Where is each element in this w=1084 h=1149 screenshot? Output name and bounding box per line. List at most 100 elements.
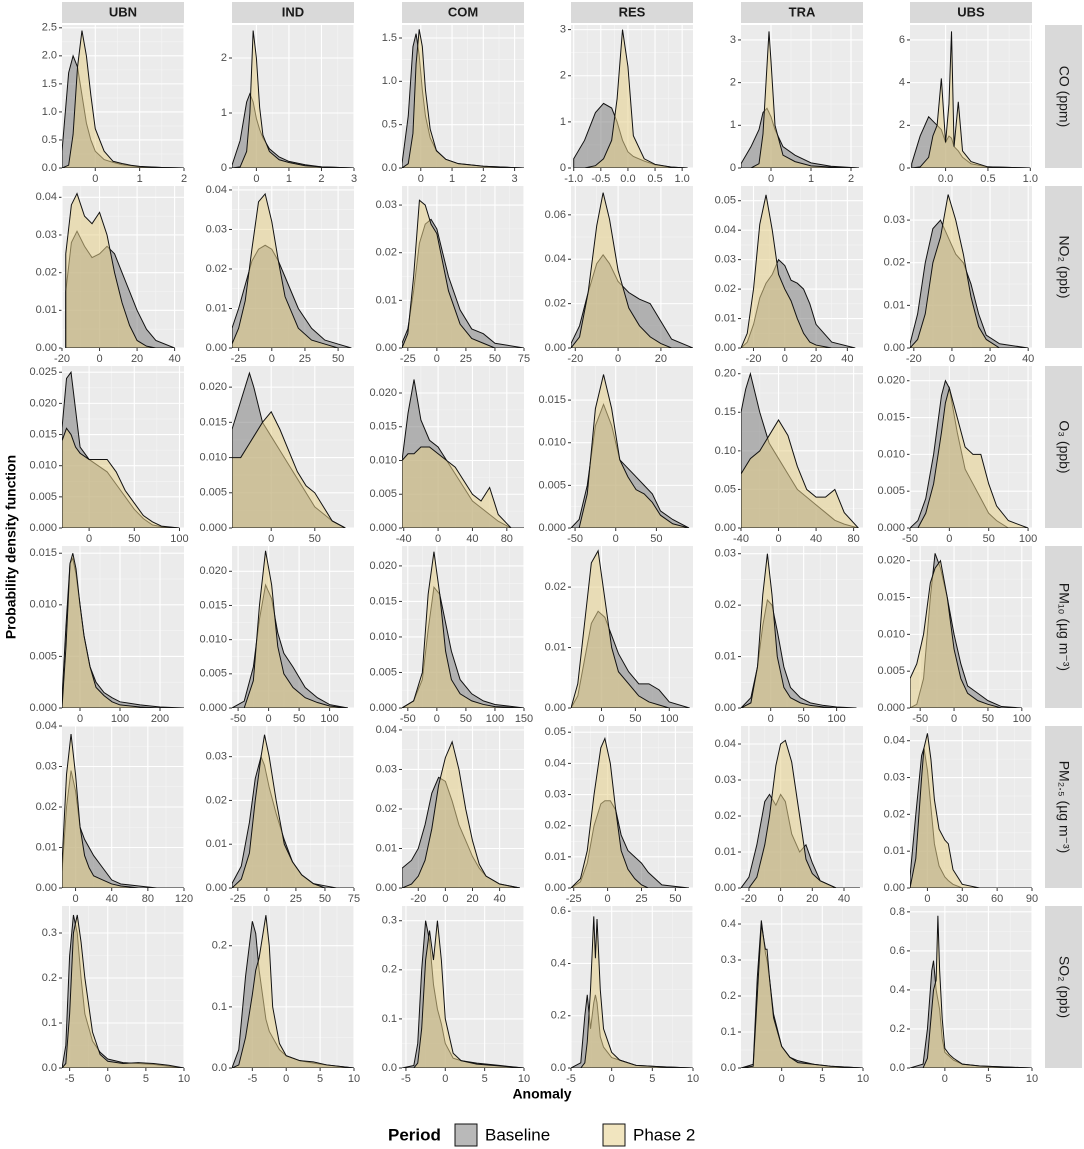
y-tick-label: 0.02 <box>545 581 566 593</box>
density-area <box>232 30 354 168</box>
x-tick-label: 0 <box>86 533 92 545</box>
x-tick-label: 100 <box>170 533 188 545</box>
y-tick-label: 0.06 <box>545 209 566 221</box>
x-tick-label: 0 <box>77 713 83 725</box>
y-tick-label: 0.02 <box>36 801 57 813</box>
y-tick-label: 0.5 <box>42 134 57 146</box>
x-tick-label: 0 <box>418 173 424 185</box>
x-tick-label: 0 <box>435 533 441 545</box>
x-tick-label: 20 <box>655 353 667 365</box>
y-tick-label: 0.005 <box>538 479 566 491</box>
x-tick-label: 1.0 <box>1023 173 1038 185</box>
y-tick-label: 0.03 <box>715 774 736 786</box>
y-tick-label: 0.00 <box>715 342 736 354</box>
x-tick-label: 0 <box>268 533 274 545</box>
y-tick-label: 0.03 <box>376 763 397 775</box>
density-area <box>910 559 1022 708</box>
y-tick-label: 0.015 <box>369 595 397 607</box>
legend-label: Phase 2 <box>633 1125 695 1144</box>
y-tick-label: 0.01 <box>376 842 397 854</box>
y-tick-label: 0.02 <box>715 810 736 822</box>
x-tick-label: 10 <box>178 1073 190 1085</box>
y-tick-label: 0.02 <box>376 247 397 259</box>
y-tick-label: 0.03 <box>884 771 905 783</box>
x-tick-label: 0 <box>609 1073 615 1085</box>
x-tick-label: 5 <box>985 1073 991 1085</box>
y-tick-label: 0.00 <box>376 882 397 894</box>
y-tick-label: 0.1 <box>42 1017 57 1029</box>
y-tick-label: 0.020 <box>369 387 397 399</box>
x-tick-label: 0 <box>269 353 275 365</box>
density-area <box>232 734 354 888</box>
y-tick-label: 0.3 <box>721 954 736 966</box>
y-tick-label: 0.04 <box>545 757 566 769</box>
x-tick-label: 0 <box>782 353 788 365</box>
y-tick-label: 1.0 <box>42 106 57 118</box>
x-tick-label: 100 <box>111 713 129 725</box>
y-tick-label: 0.00 <box>545 882 566 894</box>
y-tick-label: 0.2 <box>890 1023 905 1035</box>
y-tick-label: 0.4 <box>551 957 566 969</box>
density-area <box>402 551 524 708</box>
x-tick-label: 0 <box>434 713 440 725</box>
x-tick-label: 5 <box>482 1073 488 1085</box>
y-tick-label: 0.0 <box>42 162 57 174</box>
x-tick-label: -25 <box>566 893 582 905</box>
y-tick-label: 0.02 <box>545 298 566 310</box>
y-tick-label: 0.02 <box>376 803 397 815</box>
y-tick-label: 0.005 <box>369 666 397 678</box>
y-tick-label: 0.015 <box>538 394 566 406</box>
y-tick-label: 0.10 <box>715 445 736 457</box>
y-tick-label: 0.00 <box>884 342 905 354</box>
y-tick-label: 0.0 <box>551 1062 566 1074</box>
x-tick-label: 50 <box>128 533 140 545</box>
row-label: SO₂ (ppb) <box>1056 956 1072 1018</box>
y-tick-label: 0.020 <box>199 381 227 393</box>
x-tick-label: 20 <box>984 353 996 365</box>
y-tick-label: 0.02 <box>884 808 905 820</box>
x-tick-label: 50 <box>982 713 994 725</box>
density-area <box>402 29 524 168</box>
column-strip <box>62 2 184 23</box>
density-area <box>741 553 857 708</box>
y-tick-label: 0.04 <box>376 724 397 736</box>
column-label: RES <box>619 4 646 19</box>
y-tick-label: 1 <box>730 119 736 131</box>
x-tick-label: 50 <box>629 713 641 725</box>
row-label: PM₂.₅ (µg m⁻³) <box>1056 761 1072 854</box>
x-tick-label: 10 <box>687 1073 699 1085</box>
y-tick-label: 0.00 <box>884 882 905 894</box>
x-tick-label: 40 <box>106 893 118 905</box>
x-tick-label: 0 <box>768 713 774 725</box>
y-tick-label: 2 <box>730 77 736 89</box>
y-tick-label: 0.04 <box>545 253 566 265</box>
y-tick-label: 0.03 <box>715 548 736 560</box>
x-tick-label: -5 <box>65 1073 75 1085</box>
x-tick-label: -20 <box>567 353 583 365</box>
x-tick-label: 0 <box>283 1073 289 1085</box>
y-tick-label: 0.2 <box>721 990 736 1002</box>
y-tick-label: 0.015 <box>877 591 905 603</box>
y-tick-label: 2 <box>560 70 566 82</box>
y-tick-label: 0.00 <box>206 342 227 354</box>
row-label: NO₂ (ppb) <box>1056 235 1072 298</box>
x-tick-label: 25 <box>299 353 311 365</box>
density-area <box>402 446 524 528</box>
column-strip <box>402 2 524 23</box>
y-tick-label: 0.01 <box>715 650 736 662</box>
y-tick-label: 0.00 <box>36 882 57 894</box>
y-tick-label: 3 <box>730 34 736 46</box>
x-tick-label: 25 <box>460 353 472 365</box>
density-area <box>741 419 859 528</box>
density-area <box>62 734 184 888</box>
y-tick-label: 0.1 <box>721 1026 736 1038</box>
density-area <box>402 740 521 888</box>
x-tick-label: 100 <box>486 713 504 725</box>
y-tick-label: 0.000 <box>369 522 397 534</box>
y-tick-label: 0.03 <box>376 199 397 211</box>
x-tick-label: 100 <box>1019 533 1037 545</box>
column-strip <box>232 2 354 23</box>
y-tick-label: 0.04 <box>884 735 905 747</box>
x-tick-label: 0 <box>768 173 774 185</box>
density-area <box>571 374 690 528</box>
